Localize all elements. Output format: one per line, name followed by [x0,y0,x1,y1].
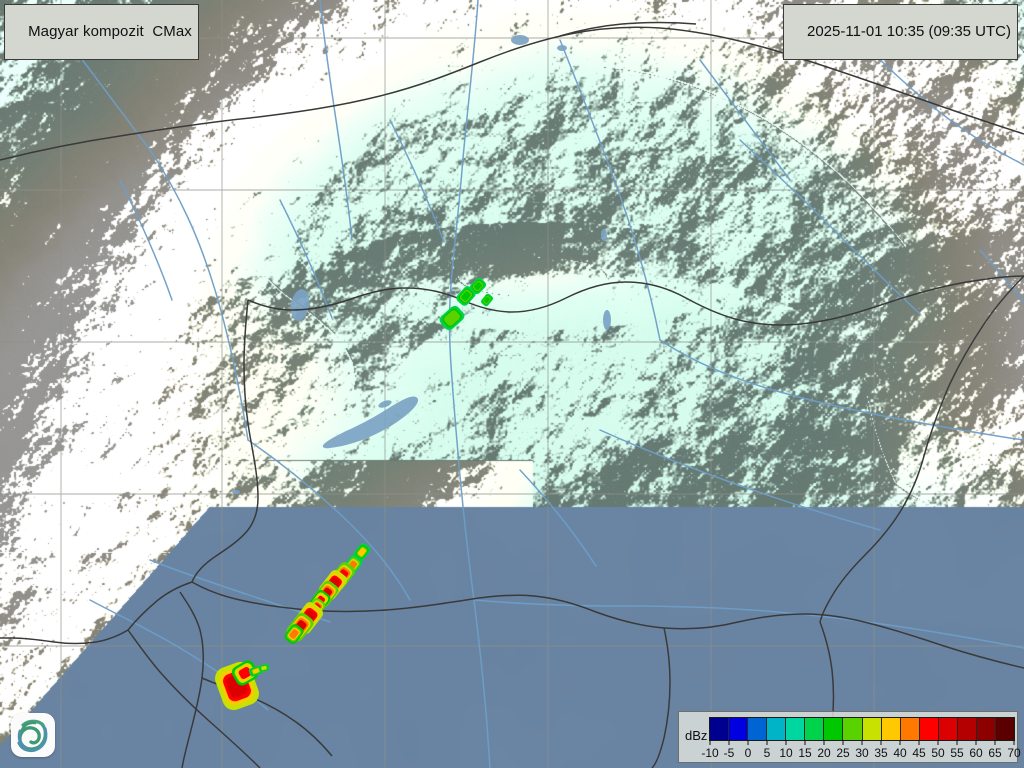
colorbar-cell [919,718,939,740]
colorbar-tick-label: 35 [874,746,888,760]
agency-logo[interactable] [11,713,55,757]
colorbar-cell [995,718,1014,740]
colorbar-cell [710,718,730,740]
colorbar-tick-label: -5 [723,746,735,760]
colorbar-cell [957,718,977,740]
colorbar-cell [862,718,882,740]
colorbar-legend: dBz -10 -5 0 5 10 15 20 25 30 35 40 45 50 55 60 65 70 [678,711,1021,763]
colorbar-cell [729,718,749,740]
colorbar-cell [786,718,806,740]
swirl-icon [17,719,48,753]
colorbar-cell [843,718,863,740]
colorbar-tick-labels: -10 -5 0 5 10 15 20 25 30 35 40 45 50 55 60 65 70 [701,746,1020,762]
colorbar-tick-label: 25 [836,746,850,760]
colorbar-tick-label: 5 [763,746,771,760]
colorbar-tick-label: 65 [988,746,1002,760]
colorbar-cell [805,718,825,740]
country-borders [0,21,1024,768]
product-title: Magyar kompozit CMax [28,23,192,40]
colorbar-tick-label: 45 [912,746,926,760]
colorbar-tick-label: 70 [1007,746,1021,760]
colorbar-tick-label: 30 [855,746,869,760]
colorbar-tick-label: 60 [969,746,983,760]
colorbar-tick-label: 40 [893,746,907,760]
colorbar-cell [938,718,958,740]
timestamp-box: 2025-11-01 10:35 (09:35 UTC) [783,4,1018,60]
colorbar-tick-label: 15 [798,746,812,760]
colorbar-swatches [709,717,1015,741]
colorbar-tick-label: -10 [701,746,719,760]
colorbar-tick-label: 55 [950,746,964,760]
rivers [59,0,1024,768]
colorbar-cell [824,718,844,740]
product-title-box: Magyar kompozit CMax [4,4,199,60]
colorbar-cell [881,718,901,740]
colorbar-cell [767,718,787,740]
colorbar-cell [748,718,768,740]
colorbar-axis [709,740,1015,745]
colorbar-tick-label: 0 [744,746,752,760]
colorbar-unit-label: dBz [685,728,708,743]
colorbar-cell [976,718,996,740]
timestamp-text: 2025-11-01 10:35 (09:35 UTC) [806,23,1011,40]
colorbar-tick-label: 50 [931,746,945,760]
colorbar-cell [900,718,920,740]
colorbar-tick-label: 10 [779,746,793,760]
colorbar-tick-label: 20 [817,746,831,760]
lakes [232,35,611,494]
